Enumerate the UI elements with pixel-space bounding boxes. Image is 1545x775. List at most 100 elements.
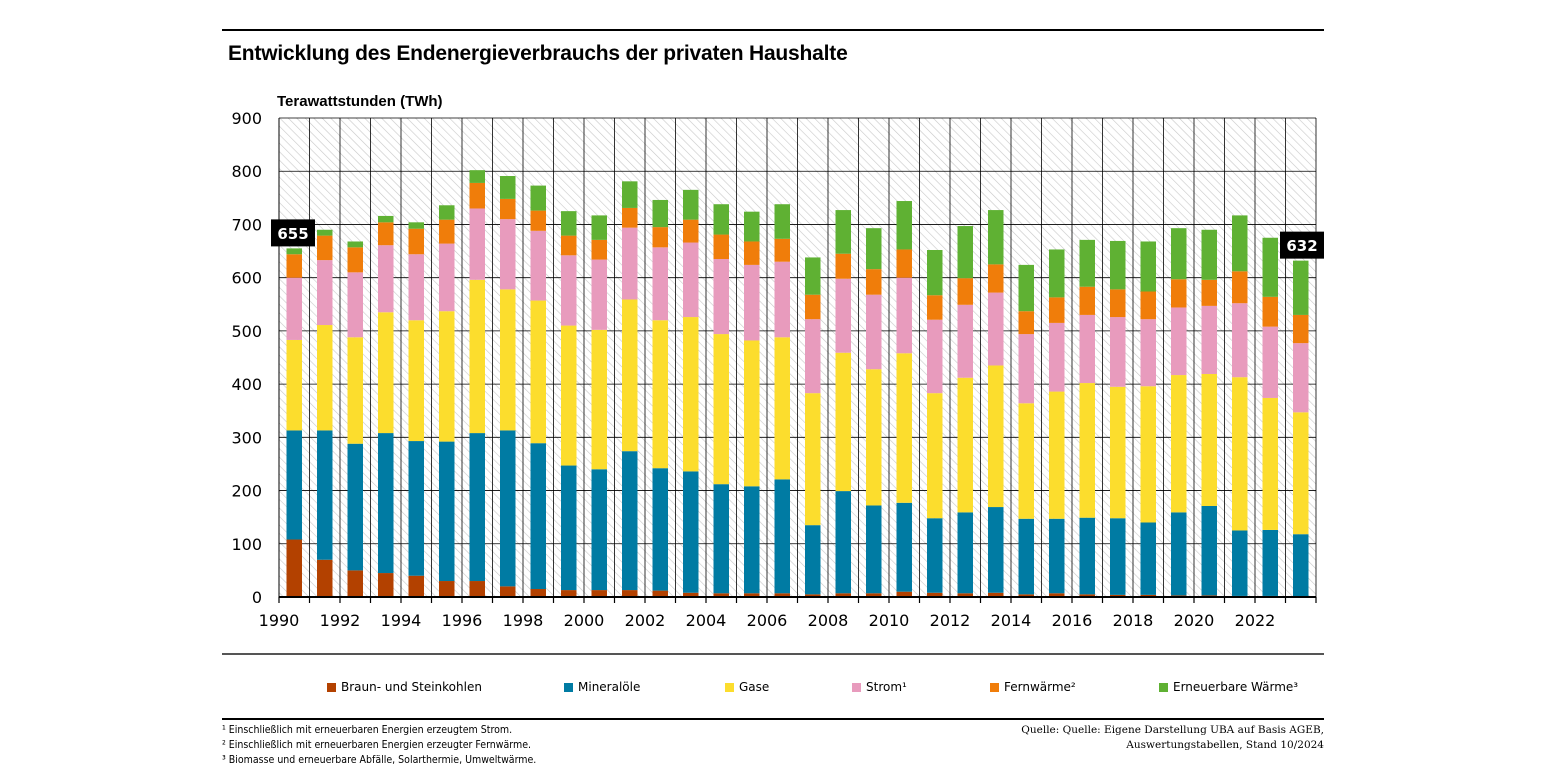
bar-segment-2020-s5: [1201, 229, 1217, 280]
legend-swatch: [990, 682, 999, 692]
annotation-label: 655: [277, 225, 308, 243]
bar-stack-2016: [1079, 239, 1095, 597]
bar-segment-2002-s2: [652, 320, 668, 469]
bar-segment-2009-s2: [866, 369, 882, 506]
annotation-box: [1280, 231, 1324, 259]
bar-segment-2001-s4: [622, 207, 638, 228]
bar-segment-2013-s2: [988, 365, 1004, 508]
bar-segment-1991-s5: [317, 229, 333, 236]
bar-segment-1994-s2: [408, 320, 424, 442]
footnote-3: ³ Biomasse und erneuerbare Abfälle, Sola…: [222, 754, 537, 766]
bar-segment-1991-s3: [317, 260, 333, 326]
bar-stack-2005: [744, 211, 760, 597]
bar-segment-1993-s5: [378, 215, 394, 223]
bar-segment-1995-s3: [439, 243, 455, 312]
total-annotation-2023: 632: [1280, 231, 1324, 259]
legend-item-5: Erneuerbare Wärme³: [1159, 680, 1298, 694]
legend-label: Erneuerbare Wärme³: [1173, 680, 1299, 694]
source-line-1: Quelle: Quelle: Eigene Darstellung UBA a…: [1021, 724, 1324, 736]
bar-segment-2017-s5: [1110, 240, 1126, 290]
bar-segment-1996-s1: [469, 433, 485, 582]
bar-segment-1995-s5: [439, 205, 455, 220]
bar-segment-1994-s0: [408, 575, 424, 597]
bar-segment-2015-s1: [1049, 518, 1065, 594]
bar-segment-2010-s1: [896, 502, 912, 592]
bar-segment-2006-s3: [774, 261, 790, 338]
bar-segment-2020-s1: [1201, 505, 1217, 596]
bar-stack-1993: [378, 215, 394, 597]
bar-segment-2000-s5: [591, 215, 607, 240]
bar-segment-2009-s0: [866, 593, 882, 597]
bar-segment-2003-s1: [683, 471, 699, 593]
bar-stack-1996: [469, 170, 485, 597]
bar-segment-2006-s5: [774, 204, 790, 239]
bar-segment-2005-s0: [744, 593, 760, 597]
bar-segment-2012-s0: [957, 593, 973, 597]
x-tick-label: 2012: [930, 611, 971, 630]
x-tick-label: 2010: [869, 611, 910, 630]
bar-segment-2018-s1: [1140, 522, 1156, 595]
bar-segment-2012-s4: [957, 278, 973, 305]
legend-item-0: Braun- und Steinkohlen: [327, 680, 482, 694]
bar-segment-1990-s1: [286, 430, 302, 540]
bar-stack-2002: [652, 199, 668, 597]
bar-segment-1999-s4: [561, 235, 577, 256]
x-tick-label: 1992: [320, 611, 361, 630]
bar-segment-1996-s2: [469, 279, 485, 434]
bar-segment-2022-s5: [1262, 237, 1278, 297]
bar-segment-2008-s4: [835, 253, 851, 279]
bar-segment-1999-s2: [561, 325, 577, 466]
stacked-bar-chart: 0 100 200 300 400 500 600 700 800 900 1990 1992 199…: [231, 93, 1324, 630]
bar-segment-2023-s4: [1293, 314, 1309, 344]
bar-segment-2013-s0: [988, 592, 1004, 597]
bar-segment-2001-s1: [622, 451, 638, 591]
x-tick-label: 2002: [625, 611, 666, 630]
bar-segment-2000-s3: [591, 259, 607, 330]
y-tick-label: 300: [231, 428, 262, 447]
bar-stack-2014: [1018, 264, 1034, 597]
bar-segment-2001-s5: [622, 181, 638, 208]
bar-segment-2011-s1: [927, 518, 943, 593]
bar-segment-2007-s3: [805, 319, 821, 394]
bar-segment-2016-s4: [1079, 286, 1095, 315]
bar-segment-2005-s2: [744, 340, 760, 487]
legend-item-1: Mineralöle: [564, 680, 640, 694]
bar-segment-2020-s2: [1201, 374, 1217, 506]
bar-segment-1997-s3: [500, 219, 516, 290]
y-tick-label: 200: [231, 482, 262, 501]
bar-segment-2023-s2: [1293, 412, 1309, 535]
x-tick-label: 1990: [259, 611, 300, 630]
bar-segment-1990-s3: [286, 277, 302, 340]
bar-segment-1997-s2: [500, 289, 516, 431]
bar-segment-2012-s3: [957, 304, 973, 378]
bar-segment-2017-s1: [1110, 518, 1126, 595]
bar-segment-2007-s5: [805, 257, 821, 295]
legend-swatch: [327, 682, 336, 692]
bar-segment-2006-s1: [774, 479, 790, 594]
bar-segment-2013-s3: [988, 292, 1004, 366]
bar-segment-2008-s2: [835, 352, 851, 492]
legend-swatch: [564, 682, 573, 692]
bar-segment-2021-s2: [1232, 377, 1248, 531]
bar-segment-2022-s3: [1262, 326, 1278, 398]
bar-segment-1997-s0: [500, 586, 516, 597]
bar-segment-2006-s2: [774, 337, 790, 480]
bar-segment-2001-s0: [622, 590, 638, 597]
x-tick-label: 1998: [503, 611, 544, 630]
bar-segment-2009-s1: [866, 505, 882, 594]
bar-segment-2004-s5: [713, 204, 729, 235]
bar-stack-1991: [317, 229, 333, 597]
bar-segment-1998-s1: [530, 443, 546, 590]
bar-segment-1991-s2: [317, 325, 333, 431]
bar-segment-2008-s1: [835, 491, 851, 594]
bar-segment-2012-s1: [957, 512, 973, 594]
bar-segment-2020-s3: [1201, 305, 1217, 374]
y-tick-label: 600: [231, 269, 262, 288]
bar-segment-2013-s5: [988, 210, 1004, 265]
bar-segment-2002-s5: [652, 199, 668, 228]
bar-segment-2009-s4: [866, 269, 882, 295]
bar-stack-2012: [957, 226, 973, 597]
bar-segment-2022-s2: [1262, 397, 1278, 530]
bar-segment-2018-s0: [1140, 594, 1156, 597]
legend-item-4: Fernwärme²: [990, 680, 1076, 694]
